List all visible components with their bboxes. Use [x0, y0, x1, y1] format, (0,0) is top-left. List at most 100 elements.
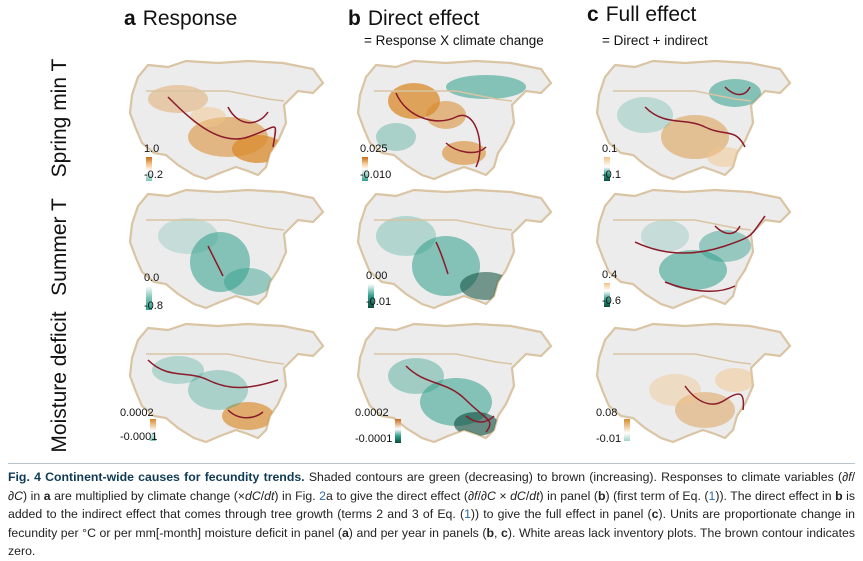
- zero-contour: [147, 359, 279, 389]
- caption-text: c: [501, 525, 508, 540]
- shaded-contour: [715, 368, 755, 392]
- border-line: [613, 90, 752, 102]
- fig-2-link[interactable]: 2: [319, 488, 327, 503]
- eq-1-link[interactable]: 1: [708, 488, 716, 503]
- row-label-spring-min-t: Spring min T: [48, 58, 71, 178]
- shaded-contour: [190, 107, 226, 127]
- legend-min: -0.0001: [355, 433, 393, 445]
- zero-contour: [634, 215, 766, 254]
- shaded-contour: [190, 232, 250, 292]
- map-b-summer: [356, 188, 553, 310]
- shaded-contour: [661, 115, 729, 159]
- caption-text: is added to the indirect effect that com…: [8, 488, 856, 522]
- caption-text: b: [486, 525, 495, 540]
- legend-min: -0.8: [144, 300, 163, 312]
- caption-text: ) in: [22, 488, 44, 503]
- legend-swatch: [368, 284, 374, 308]
- caption-text: ) in panel (: [539, 488, 598, 503]
- legend-b-summer: 0.00 -0.01: [366, 270, 426, 330]
- map-c-spring: [595, 59, 792, 181]
- shaded-contour: [675, 392, 735, 428]
- column-subtitle-c: = Direct + indirect: [602, 33, 708, 48]
- eq-1-link[interactable]: 1: [464, 507, 471, 522]
- shaded-contour: [707, 147, 743, 167]
- column-title-b: b Direct effect: [348, 7, 480, 30]
- legend-a-spring: 1.0 -0.2: [144, 143, 204, 203]
- row-label-summer-t: Summer T: [48, 198, 71, 296]
- zero-contour: [227, 409, 264, 419]
- shaded-contour: [222, 402, 274, 430]
- figure-caption: Fig. 4 Continent-wide causes for fecundi…: [8, 468, 855, 561]
- caption-text: /∂: [8, 470, 855, 503]
- border-line: [146, 353, 285, 365]
- legend-swatch: [362, 169, 368, 181]
- legend-a-summer: 0.0 -0.8: [144, 272, 204, 332]
- legend-swatch: [604, 157, 610, 167]
- legend-min: -0.0001: [120, 431, 158, 443]
- legend-c-moisture: 0.08 -0.01: [596, 407, 656, 467]
- map-b-moisture: [356, 322, 553, 444]
- shaded-contour: [388, 358, 444, 394]
- caption-text: /: [260, 488, 265, 503]
- shaded-contour: [148, 85, 208, 113]
- zero-contour: [714, 225, 741, 235]
- legend-b-spring: 0.025 -0.010: [360, 143, 420, 203]
- legend-max: 0.4: [602, 269, 618, 281]
- legend-max: 0.0002: [355, 407, 389, 419]
- legend-min: -0.1: [602, 169, 621, 181]
- legend-b-moisture: 0.0002 -0.0001: [355, 407, 415, 467]
- caption-text: ) in Fig.: [274, 488, 320, 503]
- zero-contour: [664, 281, 736, 292]
- legend-max: 0.025: [360, 143, 388, 155]
- caption-text: Shaded contours are green (decreasing) t…: [304, 470, 849, 484]
- legend-swatch: [150, 431, 156, 441]
- caption-text: /∂: [477, 488, 487, 503]
- caption-text: ,: [494, 525, 502, 540]
- column-title-a: a Response: [124, 7, 238, 30]
- legend-swatch: [604, 283, 610, 291]
- legend-max: 0.0002: [120, 407, 154, 419]
- legend-min: -0.010: [360, 169, 392, 181]
- zero-contour: [167, 96, 277, 148]
- map-c-moisture: [595, 322, 792, 444]
- caption-lead: Fig. 4 Continent-wide causes for fecundi…: [8, 470, 305, 484]
- caption-text: ). Units are proportionate change in fec…: [8, 507, 856, 540]
- caption-rule: [8, 463, 855, 464]
- legend-swatch: [624, 419, 630, 433]
- legend-max: 0.08: [596, 407, 618, 419]
- caption-text: dC: [510, 488, 526, 503]
- shaded-contour: [442, 141, 486, 165]
- shaded-contour: [446, 75, 526, 99]
- legend-min: -0.01: [596, 433, 622, 445]
- caption-text: f: [848, 470, 852, 484]
- column-title-c: c Full effect: [587, 3, 697, 26]
- legend-max: 0.1: [602, 143, 618, 155]
- legend-c-spring: 0.1 -0.1: [602, 143, 662, 203]
- legend-swatch: [146, 171, 152, 181]
- legend-swatch: [362, 157, 368, 169]
- legend-swatch: [604, 167, 610, 181]
- zero-contour: [724, 86, 751, 96]
- zero-contour: [644, 106, 746, 148]
- border-line: [374, 90, 513, 102]
- caption-text: ×: [495, 488, 511, 503]
- row-label-moisture-deficit: Moisture deficit: [48, 311, 71, 453]
- legend-max: 0.00: [366, 270, 388, 282]
- legend-max: 0.0: [144, 272, 160, 284]
- map-b-spring: [356, 59, 553, 181]
- zero-contour: [395, 92, 481, 168]
- map-a-moisture: [128, 322, 325, 444]
- caption-text: C: [14, 488, 23, 503]
- caption-text: C: [486, 488, 496, 503]
- legend-c-summer: 0.4 -0.6: [602, 269, 662, 329]
- zero-contour: [227, 106, 269, 124]
- shaded-contour: [617, 97, 673, 133]
- border-line: [613, 219, 752, 231]
- border-line: [613, 353, 752, 365]
- caption-text: b: [835, 488, 843, 503]
- shaded-contour: [641, 220, 689, 252]
- map-a-spring: [128, 59, 325, 181]
- shaded-contour: [224, 268, 272, 296]
- shaded-contour: [388, 83, 440, 119]
- map-a-summer: [128, 188, 325, 310]
